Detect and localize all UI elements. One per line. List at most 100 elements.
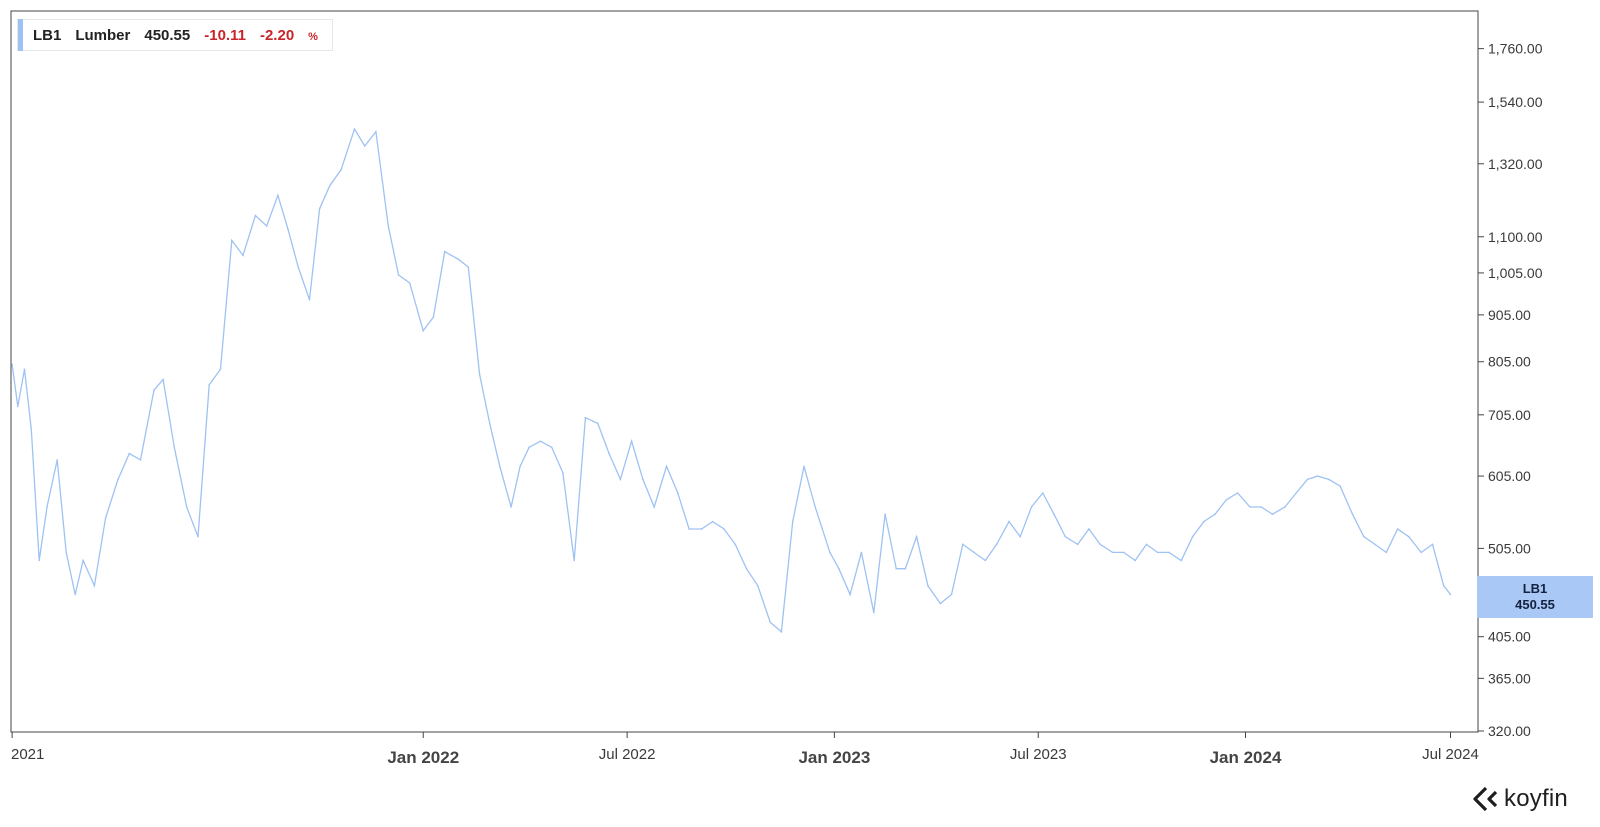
- data-point: [597, 422, 599, 425]
- y-tick-label: 365.00: [1488, 670, 1531, 686]
- data-point: [1408, 535, 1410, 538]
- data-point: [340, 169, 342, 171]
- data-point: [1030, 506, 1033, 508]
- data-point: [688, 528, 690, 530]
- data-point: [1064, 535, 1067, 538]
- data-point: [1442, 584, 1445, 587]
- data-point: [1431, 543, 1434, 546]
- data-point: [1225, 499, 1228, 501]
- x-tick-label: Jan 2024: [1210, 748, 1282, 767]
- data-point: [38, 559, 40, 562]
- y-tick-label: 1,100.00: [1488, 229, 1543, 245]
- x-axis: 2021 Jan 2022 Jul 2022 Jan 2023 Jul 2023 Jan …: [11, 732, 1479, 767]
- data-point: [1306, 478, 1309, 481]
- data-point: [1328, 478, 1330, 481]
- data-point: [1053, 513, 1055, 515]
- data-point: [1316, 475, 1319, 477]
- data-point: [653, 506, 655, 508]
- price-tag-ticker: LB1: [1522, 581, 1548, 596]
- data-point: [1271, 513, 1274, 515]
- data-point: [408, 282, 411, 284]
- data-point: [723, 528, 725, 530]
- data-point: [630, 440, 633, 443]
- data-point: [510, 506, 512, 508]
- data-point: [1351, 513, 1354, 515]
- data-point: [1191, 535, 1194, 538]
- data-point: [329, 184, 331, 187]
- data-point: [353, 128, 356, 130]
- data-point: [23, 368, 26, 371]
- data-point: [443, 250, 446, 253]
- data-point: [962, 543, 964, 546]
- data-point: [74, 593, 76, 596]
- data-point: [308, 298, 311, 301]
- data-point: [1260, 506, 1263, 508]
- data-point: [995, 543, 998, 546]
- y-tick-label: 1,540.00: [1488, 94, 1543, 110]
- data-point: [11, 363, 13, 366]
- data-point: [528, 446, 530, 449]
- koyfin-logo-icon: [1473, 786, 1498, 812]
- data-point: [297, 266, 300, 268]
- data-point: [1019, 535, 1021, 538]
- legend-name: Lumber: [75, 26, 131, 44]
- y-axis: 1,760.00 1,540.00 1,320.00 1,100.00 1,005.00…: [1478, 41, 1543, 739]
- data-point: [397, 274, 400, 276]
- x-tick-label: 2021: [11, 746, 44, 763]
- legend[interactable]: LB1 Lumber 450.55 -10.11 -2.20%: [17, 19, 333, 51]
- legend-swatch: [18, 19, 23, 51]
- data-point: [1385, 551, 1388, 554]
- data-point: [387, 225, 390, 227]
- data-point: [550, 446, 553, 449]
- x-tick-label: Jul 2024: [1422, 746, 1479, 763]
- data-point: [1145, 543, 1148, 546]
- data-point: [562, 472, 564, 474]
- data-point: [153, 389, 155, 391]
- data-point: [780, 631, 783, 633]
- data-point: [432, 316, 435, 318]
- data-point: [519, 465, 521, 468]
- data-point: [173, 446, 176, 449]
- data-point: [1249, 506, 1251, 508]
- data-point: [197, 535, 199, 538]
- data-point: [422, 329, 425, 332]
- data-point: [973, 551, 975, 554]
- data-point: [1111, 551, 1114, 554]
- price-tag-value: 450.55: [1515, 597, 1555, 612]
- series-line-lb1: [11, 127, 1452, 634]
- y-tick-label: 605.00: [1488, 468, 1531, 484]
- plot-frame: [10, 10, 1479, 733]
- y-tick-label: 905.00: [1488, 307, 1531, 323]
- data-point: [573, 559, 575, 562]
- data-point: [467, 266, 470, 268]
- data-point: [219, 368, 222, 371]
- data-point: [162, 378, 164, 381]
- data-point: [677, 492, 679, 494]
- data-point: [829, 551, 831, 554]
- data-point: [700, 528, 703, 530]
- data-point: [884, 513, 886, 515]
- data-point: [1076, 543, 1079, 546]
- data-point: [117, 478, 119, 481]
- data-point: [814, 506, 816, 508]
- legend-last-price: 450.55: [144, 26, 191, 44]
- data-point: [1396, 528, 1399, 530]
- data-point: [734, 543, 737, 546]
- data-point: [838, 567, 840, 570]
- data-point: [1363, 535, 1365, 538]
- x-tick-label: Jan 2022: [387, 748, 459, 767]
- data-point: [915, 535, 918, 538]
- data-point: [56, 459, 58, 461]
- data-point: [30, 428, 33, 431]
- x-tick-label: Jul 2022: [599, 746, 656, 763]
- data-point: [1214, 513, 1216, 515]
- data-point: [277, 194, 279, 197]
- data-point: [711, 520, 714, 523]
- data-point: [791, 520, 794, 523]
- x-tick-label: Jan 2023: [798, 748, 870, 767]
- data-point: [608, 452, 610, 455]
- data-point: [939, 602, 942, 605]
- data-point: [478, 373, 481, 376]
- data-point: [1156, 551, 1159, 554]
